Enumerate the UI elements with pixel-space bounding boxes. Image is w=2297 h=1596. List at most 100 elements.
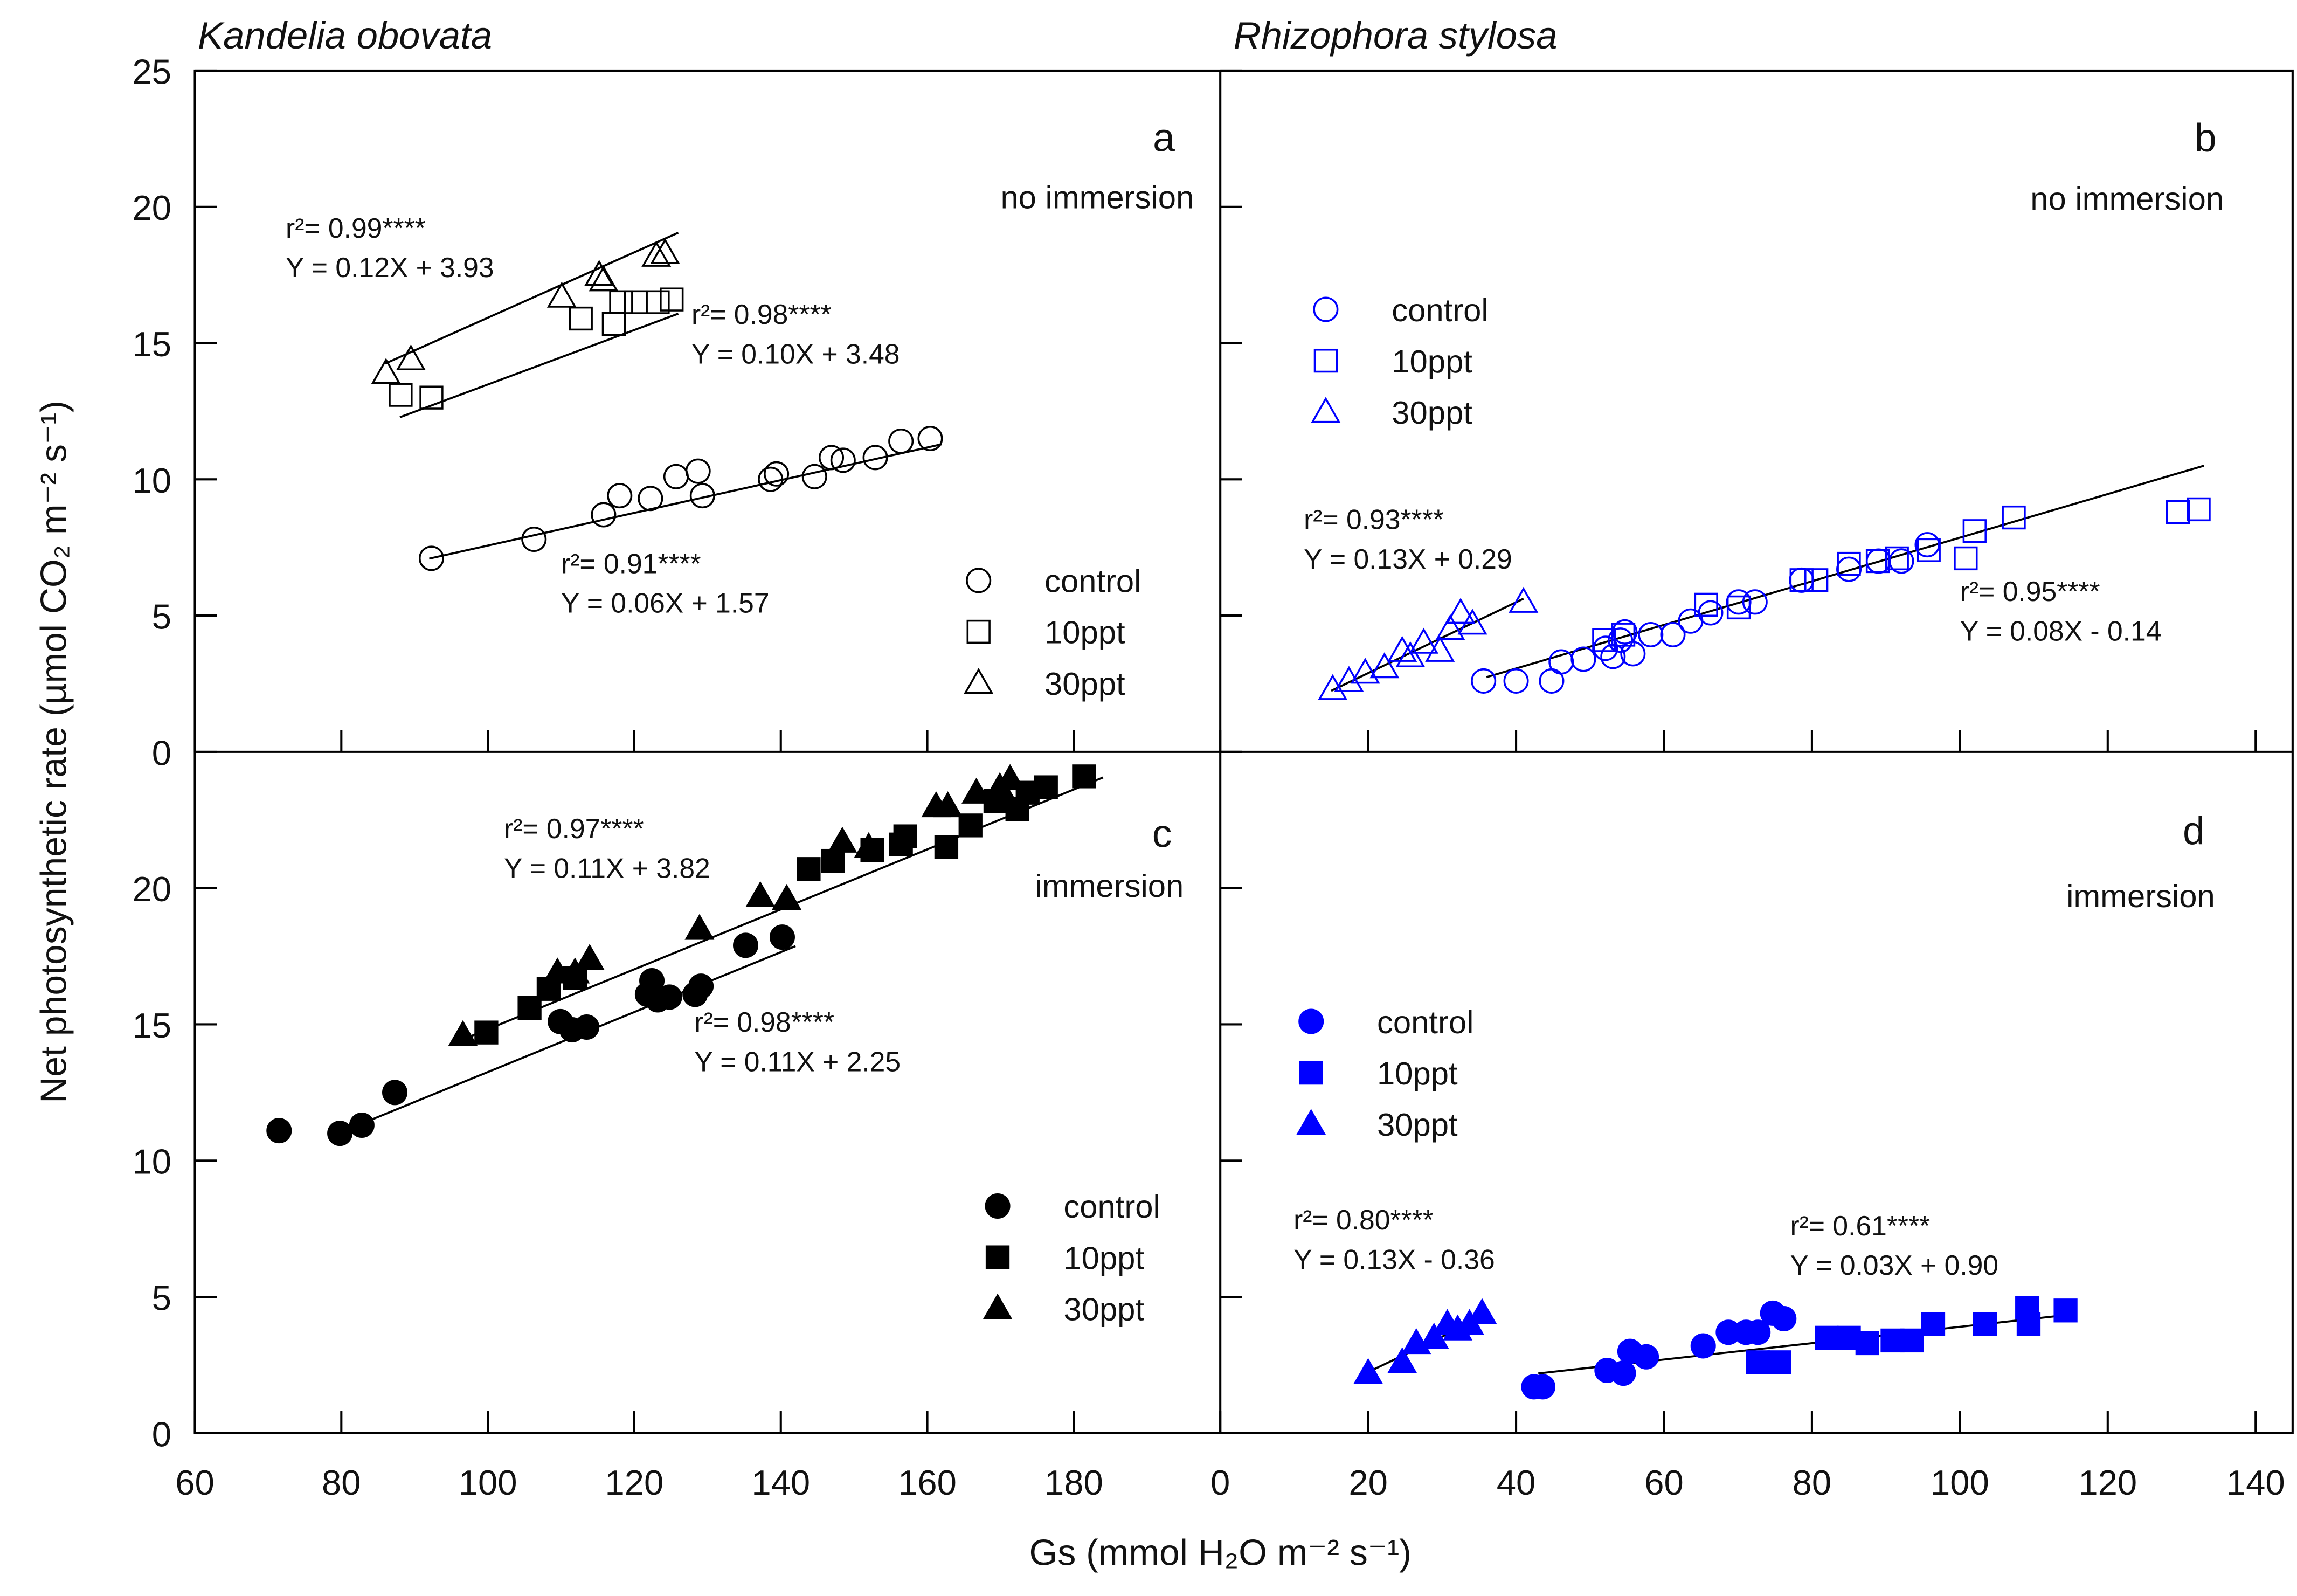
x-axis-label: Gs (mmol H₂O m⁻² s⁻¹) xyxy=(1029,1532,1411,1573)
data-point xyxy=(769,924,795,950)
legend-marker xyxy=(1311,397,1341,423)
data-point xyxy=(327,1121,353,1146)
legend-marker xyxy=(985,1193,1011,1219)
fit-equation: Y = 0.03X + 0.90 xyxy=(1790,1249,1999,1281)
data-point xyxy=(1888,548,1914,574)
data-point xyxy=(827,826,857,853)
legend-marker xyxy=(1298,1008,1324,1034)
data-point xyxy=(1917,538,1941,562)
panel-title: Rhizophora stylosa xyxy=(1234,14,1558,57)
fit-line xyxy=(385,232,679,365)
data-point xyxy=(934,835,959,859)
legend-label: 10ppt xyxy=(1063,1240,1144,1276)
data-point xyxy=(1530,1374,1555,1400)
data-point xyxy=(560,957,590,984)
data-point xyxy=(1767,1350,1791,1374)
data-point xyxy=(1634,1344,1659,1370)
fit-r2: r²= 0.97**** xyxy=(504,813,644,844)
panel-letter: b xyxy=(2195,115,2217,160)
data-point xyxy=(546,281,577,308)
data-point xyxy=(1694,592,1718,617)
fit-equation: Y = 0.13X - 0.36 xyxy=(1293,1243,1495,1275)
data-point xyxy=(1742,589,1768,615)
data-point xyxy=(2166,500,2190,524)
data-point xyxy=(2187,497,2211,522)
data-point xyxy=(396,344,426,370)
data-point xyxy=(624,290,648,314)
data-point xyxy=(1425,635,1455,662)
legend-label: 10ppt xyxy=(1044,614,1125,651)
data-point xyxy=(830,447,856,473)
legend-label: control xyxy=(1392,292,1488,328)
data-point xyxy=(2002,505,2026,530)
data-point xyxy=(1726,595,1751,620)
data-point xyxy=(1638,621,1664,647)
fit-r2: r²= 0.98**** xyxy=(691,299,832,330)
data-point xyxy=(1954,546,1978,571)
data-point xyxy=(888,429,914,454)
data-point xyxy=(1509,586,1539,613)
y-axis-label: Net photosynthetic rate (µmol CO₂ m⁻² s⁻… xyxy=(33,400,74,1103)
data-point xyxy=(266,1118,292,1144)
x-tick-label: 120 xyxy=(2078,1463,2137,1502)
legend-marker xyxy=(964,668,994,694)
data-point xyxy=(1746,1350,1770,1374)
panel-title: Kandelia obovata xyxy=(198,14,492,57)
y-tick-label: 10 xyxy=(132,1142,171,1182)
data-point xyxy=(1457,609,1487,635)
data-point xyxy=(1445,598,1476,624)
y-tick-label: 5 xyxy=(152,597,171,637)
data-point xyxy=(958,813,983,838)
data-point xyxy=(1836,556,1862,582)
data-point xyxy=(1745,1319,1771,1345)
fit-r2: r²= 0.98**** xyxy=(694,1006,834,1038)
x-tick-label: 20 xyxy=(1348,1463,1388,1502)
fit-equation: Y = 0.13X + 0.29 xyxy=(1304,543,1512,575)
data-point xyxy=(995,764,1025,790)
legend-label: 30ppt xyxy=(1063,1291,1144,1328)
x-tick-label: 40 xyxy=(1497,1463,1536,1502)
fit-r2: r²= 0.61**** xyxy=(1790,1210,1931,1241)
data-point xyxy=(650,238,680,264)
data-point xyxy=(1610,1360,1636,1386)
data-point xyxy=(609,290,633,314)
fit-line xyxy=(399,313,679,418)
data-point xyxy=(382,1080,408,1106)
panel-letter: a xyxy=(1153,115,1175,160)
legend-marker xyxy=(966,619,991,644)
data-point xyxy=(1865,549,1890,574)
legend-marker xyxy=(966,568,992,593)
x-tick-label: 140 xyxy=(751,1463,810,1502)
legend-marker xyxy=(1299,1060,1323,1085)
y-tick-label: 20 xyxy=(132,188,171,227)
fit-equation: Y = 0.12X + 3.93 xyxy=(286,252,494,283)
legend-marker xyxy=(1313,296,1339,322)
data-point xyxy=(1592,628,1616,652)
data-point xyxy=(1350,658,1380,684)
data-point xyxy=(574,1014,600,1040)
data-point xyxy=(1771,1305,1797,1331)
x-tick-label: 0 xyxy=(1210,1463,1230,1502)
fit-equation: Y = 0.06X + 1.57 xyxy=(561,588,770,619)
data-point xyxy=(685,458,711,484)
fit-line xyxy=(428,443,943,560)
data-point xyxy=(1660,621,1686,647)
y-tick-label: 10 xyxy=(132,461,171,500)
x-tick-label: 80 xyxy=(322,1463,361,1502)
y-tick-label: 0 xyxy=(152,1414,171,1454)
data-point xyxy=(1395,641,1426,668)
data-point xyxy=(1548,649,1574,675)
panel-letter: c xyxy=(1152,812,1172,856)
data-point xyxy=(542,957,572,984)
legend-label: 30ppt xyxy=(1377,1107,1458,1143)
data-point xyxy=(1815,1325,1839,1350)
data-point xyxy=(646,290,670,314)
x-tick-label: 120 xyxy=(605,1463,664,1502)
fit-r2: r²= 0.91**** xyxy=(561,548,701,579)
data-point xyxy=(1467,1298,1497,1324)
data-point xyxy=(448,1020,478,1046)
fit-r2: r²= 0.99**** xyxy=(286,212,426,244)
x-tick-label: 60 xyxy=(1644,1463,1684,1502)
data-point xyxy=(733,932,759,958)
